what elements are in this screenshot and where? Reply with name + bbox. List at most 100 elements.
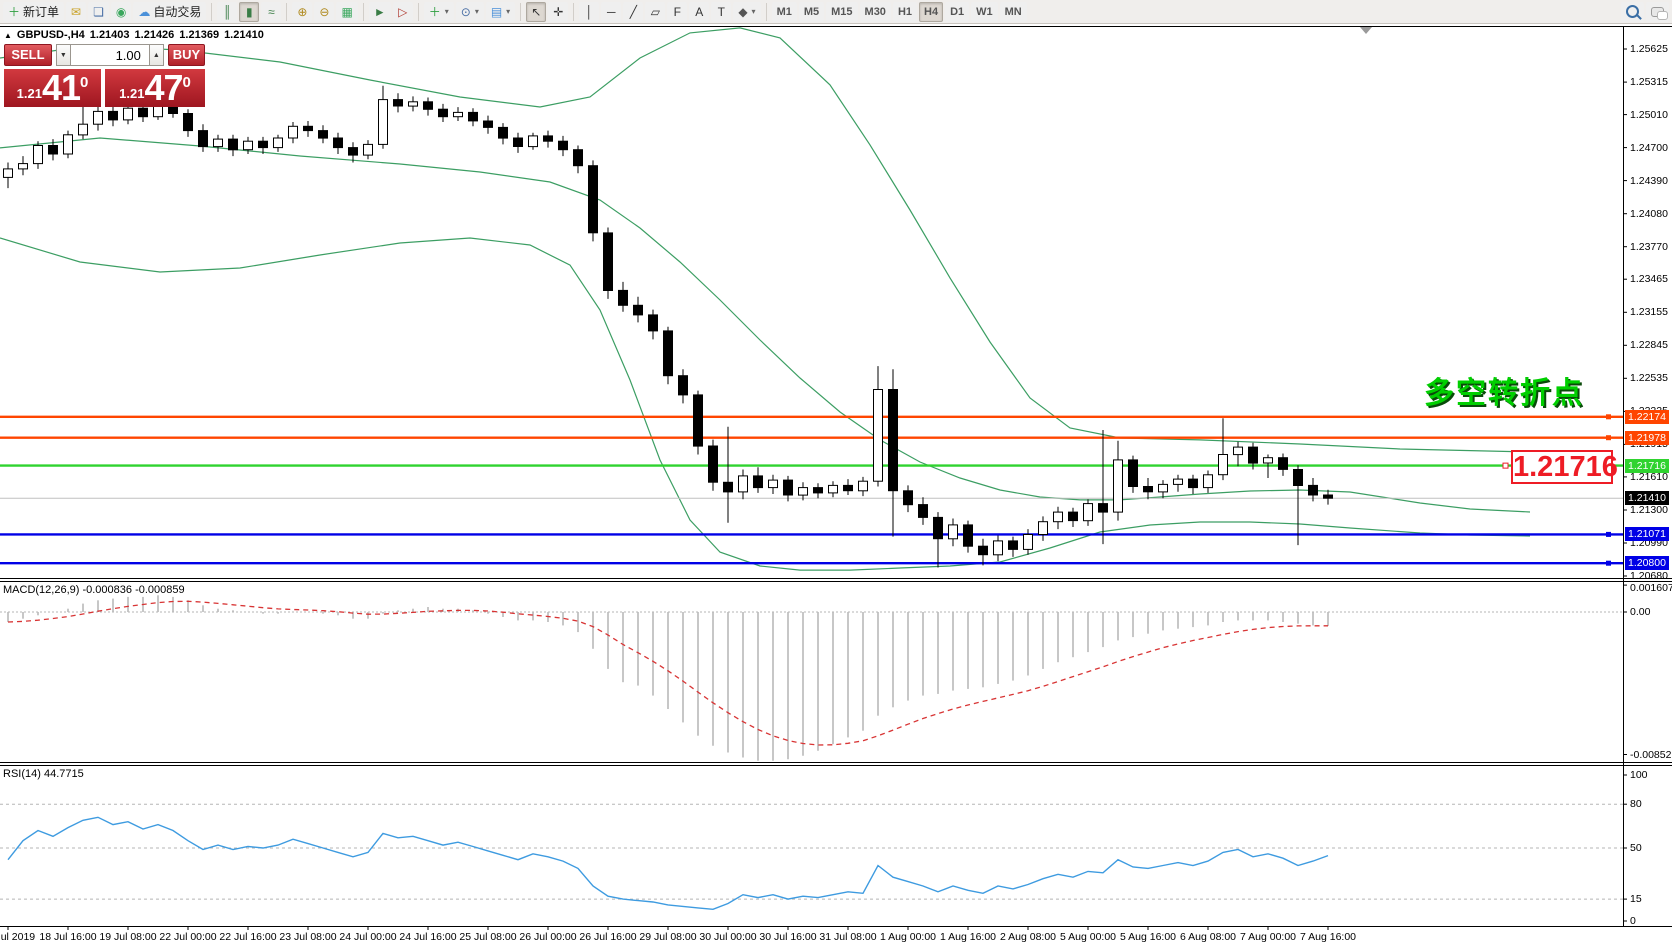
bar-chart-type-button[interactable]: ║	[217, 1, 238, 22]
timeframe-m15-button[interactable]: M15	[826, 1, 858, 22]
timeframe-mn-button[interactable]: MN	[999, 1, 1027, 22]
one-click-trading-panel: SELL ▼ ▲ BUY 1.21 41 0 1.21 47 0	[4, 44, 205, 107]
price-axis-label: 1.22845	[1630, 339, 1668, 352]
callout-handle[interactable]	[1502, 462, 1509, 469]
zoom-out-icon: ⊖	[319, 4, 330, 19]
price-axis-label: 1.24080	[1630, 207, 1668, 220]
volume-increase-button[interactable]: ▲	[148, 44, 164, 66]
signal-service-button[interactable]: ◉	[110, 1, 132, 22]
hline-price-label-chip[interactable]: 1.22174	[1625, 409, 1669, 424]
line-chart-type-icon: ≈	[268, 4, 275, 19]
vertical-line-button[interactable]: │	[579, 1, 600, 22]
timeframe-d1-button[interactable]: D1	[945, 1, 970, 22]
trendline-button[interactable]: ╱	[623, 1, 644, 22]
time-axis-label: 22 Jul 16:00	[219, 931, 277, 943]
horizontal-line-button[interactable]: ─	[601, 1, 622, 22]
timeframe-h1-button[interactable]: H1	[892, 1, 917, 22]
auto-scroll-button[interactable]: ►	[368, 1, 391, 22]
bar-chart-type-icon: ║	[223, 4, 232, 19]
candlestick-chart-type-icon: ▮	[246, 4, 253, 19]
text-label-icon: T	[717, 4, 725, 19]
time-axis-label: 18 Jul 2019	[0, 931, 36, 943]
zoom-in-button[interactable]: ⊕	[292, 1, 313, 22]
rsi-indicator-label: RSI(14) 44.7715	[3, 768, 84, 780]
time-axis-label: 18 Jul 16:00	[39, 931, 97, 943]
chat-button[interactable]	[1646, 1, 1669, 22]
toolbar: ＋新订单 ✉ ❏ ◉ ☁ 自动交易 ║ ▮ ≈ ⊕ ⊖ ▦ ► ▷ ＋ ▾ ⊙ ▾ ▤ ▾ ↖ ✛ │ ─ ╱ ▱ F A T ◆ ▾ M1 M…	[0, 0, 1672, 24]
text-label-button[interactable]: T	[711, 1, 732, 22]
fibonacci-button[interactable]: F	[667, 1, 688, 22]
hline-price-label-chip[interactable]: 1.21071	[1625, 527, 1669, 542]
periods-button[interactable]: ⊙ ▾	[455, 1, 484, 22]
timeframe-m1-button[interactable]: M1	[771, 1, 797, 22]
toolbar-separator	[211, 2, 213, 21]
cursor-icon: ↖	[531, 4, 542, 19]
mail-icon-icon: ✉	[71, 4, 82, 19]
time-axis-label: 5 Aug 16:00	[1119, 931, 1177, 943]
hline-handle[interactable]	[1606, 531, 1611, 537]
time-axis-label: 30 Jul 00:00	[699, 931, 757, 943]
ohlc-high: 1.21426	[134, 29, 175, 41]
new-order-icon: ＋	[8, 4, 21, 19]
buy-price-tile[interactable]: 1.21 47 0	[105, 69, 205, 107]
volume-input[interactable]	[70, 44, 149, 66]
price-axis-label: 1.22535	[1630, 372, 1668, 385]
zoom-out-button[interactable]: ⊖	[314, 1, 335, 22]
hline-price-label-chip[interactable]: 1.21716	[1625, 458, 1669, 473]
hline-handle[interactable]	[1606, 435, 1611, 441]
chart-shift-marker-icon[interactable]	[1360, 27, 1372, 34]
price-callout-box[interactable]: 1.21716	[1511, 450, 1618, 484]
timeframe-h4-button[interactable]: H4	[919, 1, 944, 22]
bull-bear-turning-point-annotation[interactable]: 多空转折点	[1424, 377, 1584, 410]
collapse-panel-icon[interactable]: ▲	[4, 30, 12, 40]
timeframe-m5-button[interactable]: M5	[798, 1, 825, 22]
arrows-tool-button[interactable]: ◆ ▾	[733, 1, 761, 22]
text-button[interactable]: A	[689, 1, 710, 22]
search-button[interactable]	[1621, 1, 1644, 22]
hline-handle[interactable]	[1606, 560, 1611, 566]
periods-icon: ⊙	[460, 4, 471, 19]
new-order-button[interactable]: ＋新订单	[3, 1, 65, 22]
crosshair-button[interactable]: ✛	[548, 1, 569, 22]
mail-icon-button[interactable]: ✉	[66, 1, 87, 22]
auto-trading-icon: ☁	[138, 4, 151, 19]
equidistant-channel-icon: ▱	[650, 4, 660, 19]
cursor-button[interactable]: ↖	[526, 1, 547, 22]
hline-handle[interactable]	[1606, 414, 1611, 420]
terminal-window-button[interactable]: ❏	[88, 1, 109, 22]
price-axis-label: 1.21300	[1630, 503, 1668, 516]
text-icon: A	[695, 4, 704, 19]
volume-decrease-button[interactable]: ▼	[55, 44, 71, 66]
time-axis-label: 1 Aug 00:00	[879, 931, 937, 943]
hline-price-label-chip[interactable]: 1.20800	[1625, 556, 1669, 571]
auto-trading-button[interactable]: ☁ 自动交易	[133, 1, 207, 22]
chart-shift-icon: ▷	[398, 4, 408, 19]
price-axis-label: 1.25010	[1630, 108, 1668, 121]
toolbar-separator	[573, 2, 575, 21]
candlestick-chart-type-button[interactable]: ▮	[239, 1, 260, 22]
timeframe-w1-button[interactable]: W1	[971, 1, 998, 22]
templates-button[interactable]: ▤ ▾	[485, 1, 516, 22]
sell-button[interactable]: SELL	[4, 44, 52, 66]
line-chart-type-button[interactable]: ≈	[261, 1, 282, 22]
price-axis-label: 1.21610	[1630, 470, 1668, 483]
equidistant-channel-button[interactable]: ▱	[645, 1, 666, 22]
tile-windows-button[interactable]: ▦	[336, 1, 358, 22]
sell-price-tile[interactable]: 1.21 41 0	[4, 69, 101, 107]
indicators-button[interactable]: ＋ ▾	[423, 1, 454, 22]
ohlc-low: 1.21369	[179, 29, 220, 41]
chart-shift-button[interactable]: ▷	[392, 1, 413, 22]
price-axis-label: 1.24700	[1630, 141, 1668, 154]
vertical-line-icon: │	[585, 4, 594, 19]
macd-axis-label: 0.001607	[1630, 582, 1672, 594]
buy-button[interactable]: BUY	[167, 44, 205, 66]
timeframe-m30-button[interactable]: M30	[859, 1, 891, 22]
trendline-icon: ╱	[629, 4, 637, 19]
time-axis-label: 23 Jul 08:00	[279, 931, 337, 943]
toolbar-separator	[765, 2, 767, 21]
time-axis-label: 7 Aug 00:00	[1239, 931, 1297, 943]
hline-price-label-chip[interactable]: 1.21978	[1625, 430, 1669, 445]
macd-signal-line	[7, 600, 1328, 746]
